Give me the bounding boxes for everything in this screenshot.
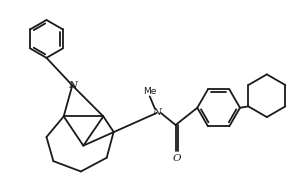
Text: Me: Me (143, 87, 156, 96)
Text: O: O (173, 154, 181, 163)
Text: N: N (152, 108, 161, 118)
Text: N: N (68, 81, 77, 90)
